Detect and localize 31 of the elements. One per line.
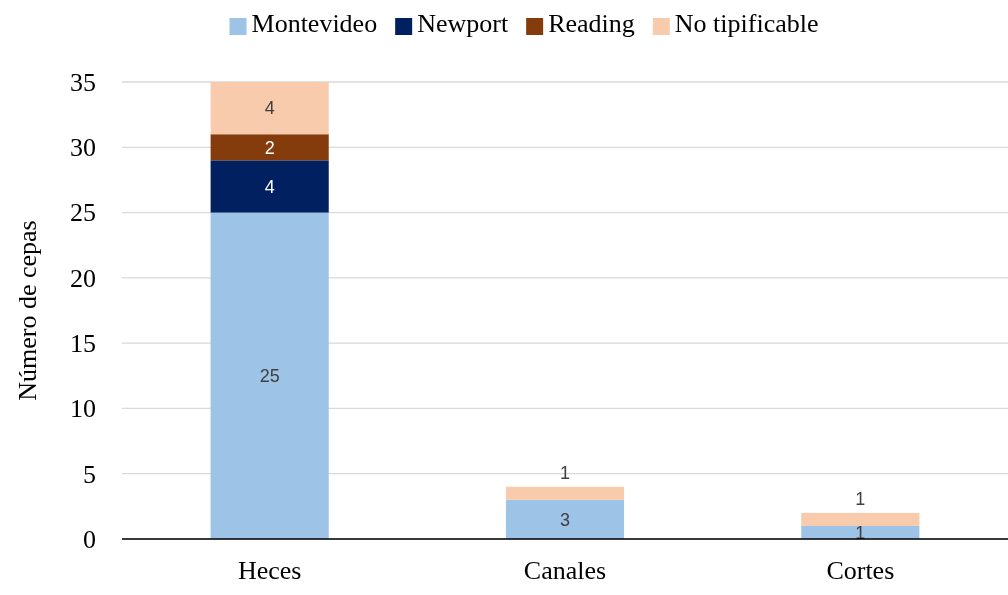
y-tick-label: 0 xyxy=(83,524,96,554)
y-axis-title: Número de cepas xyxy=(13,220,42,401)
bar xyxy=(210,82,329,135)
bar xyxy=(801,512,920,526)
bar xyxy=(505,486,625,500)
y-tick-label: 35 xyxy=(70,67,96,97)
data-label: 2 xyxy=(264,137,275,158)
data-label: 25 xyxy=(259,366,280,387)
data-label: 3 xyxy=(559,509,571,530)
legend-label: Newport xyxy=(417,9,509,38)
data-label: 1 xyxy=(559,463,571,484)
bar xyxy=(210,212,329,539)
x-tick-label: Cortes xyxy=(826,556,895,586)
legend-label: Reading xyxy=(548,9,635,38)
y-tick-label: 30 xyxy=(70,133,96,163)
bar xyxy=(210,160,329,213)
y-tick-label: 15 xyxy=(70,328,96,358)
y-tick-label: 25 xyxy=(70,198,96,228)
x-tick-label: Canales xyxy=(523,556,607,586)
x-tick-label: Heces xyxy=(237,556,302,586)
y-tick-label: 5 xyxy=(83,459,96,489)
data-label: 4 xyxy=(264,176,275,197)
data-label: 1 xyxy=(855,522,866,543)
legend-label: No tipificable xyxy=(674,9,819,38)
bar xyxy=(505,499,625,539)
data-label: 1 xyxy=(855,489,866,510)
data-label: 4 xyxy=(264,98,275,119)
y-tick-label: 10 xyxy=(70,394,96,424)
legend-label: Montevideo xyxy=(251,9,378,38)
y-tick-label: 20 xyxy=(70,263,96,293)
bar xyxy=(210,134,329,161)
